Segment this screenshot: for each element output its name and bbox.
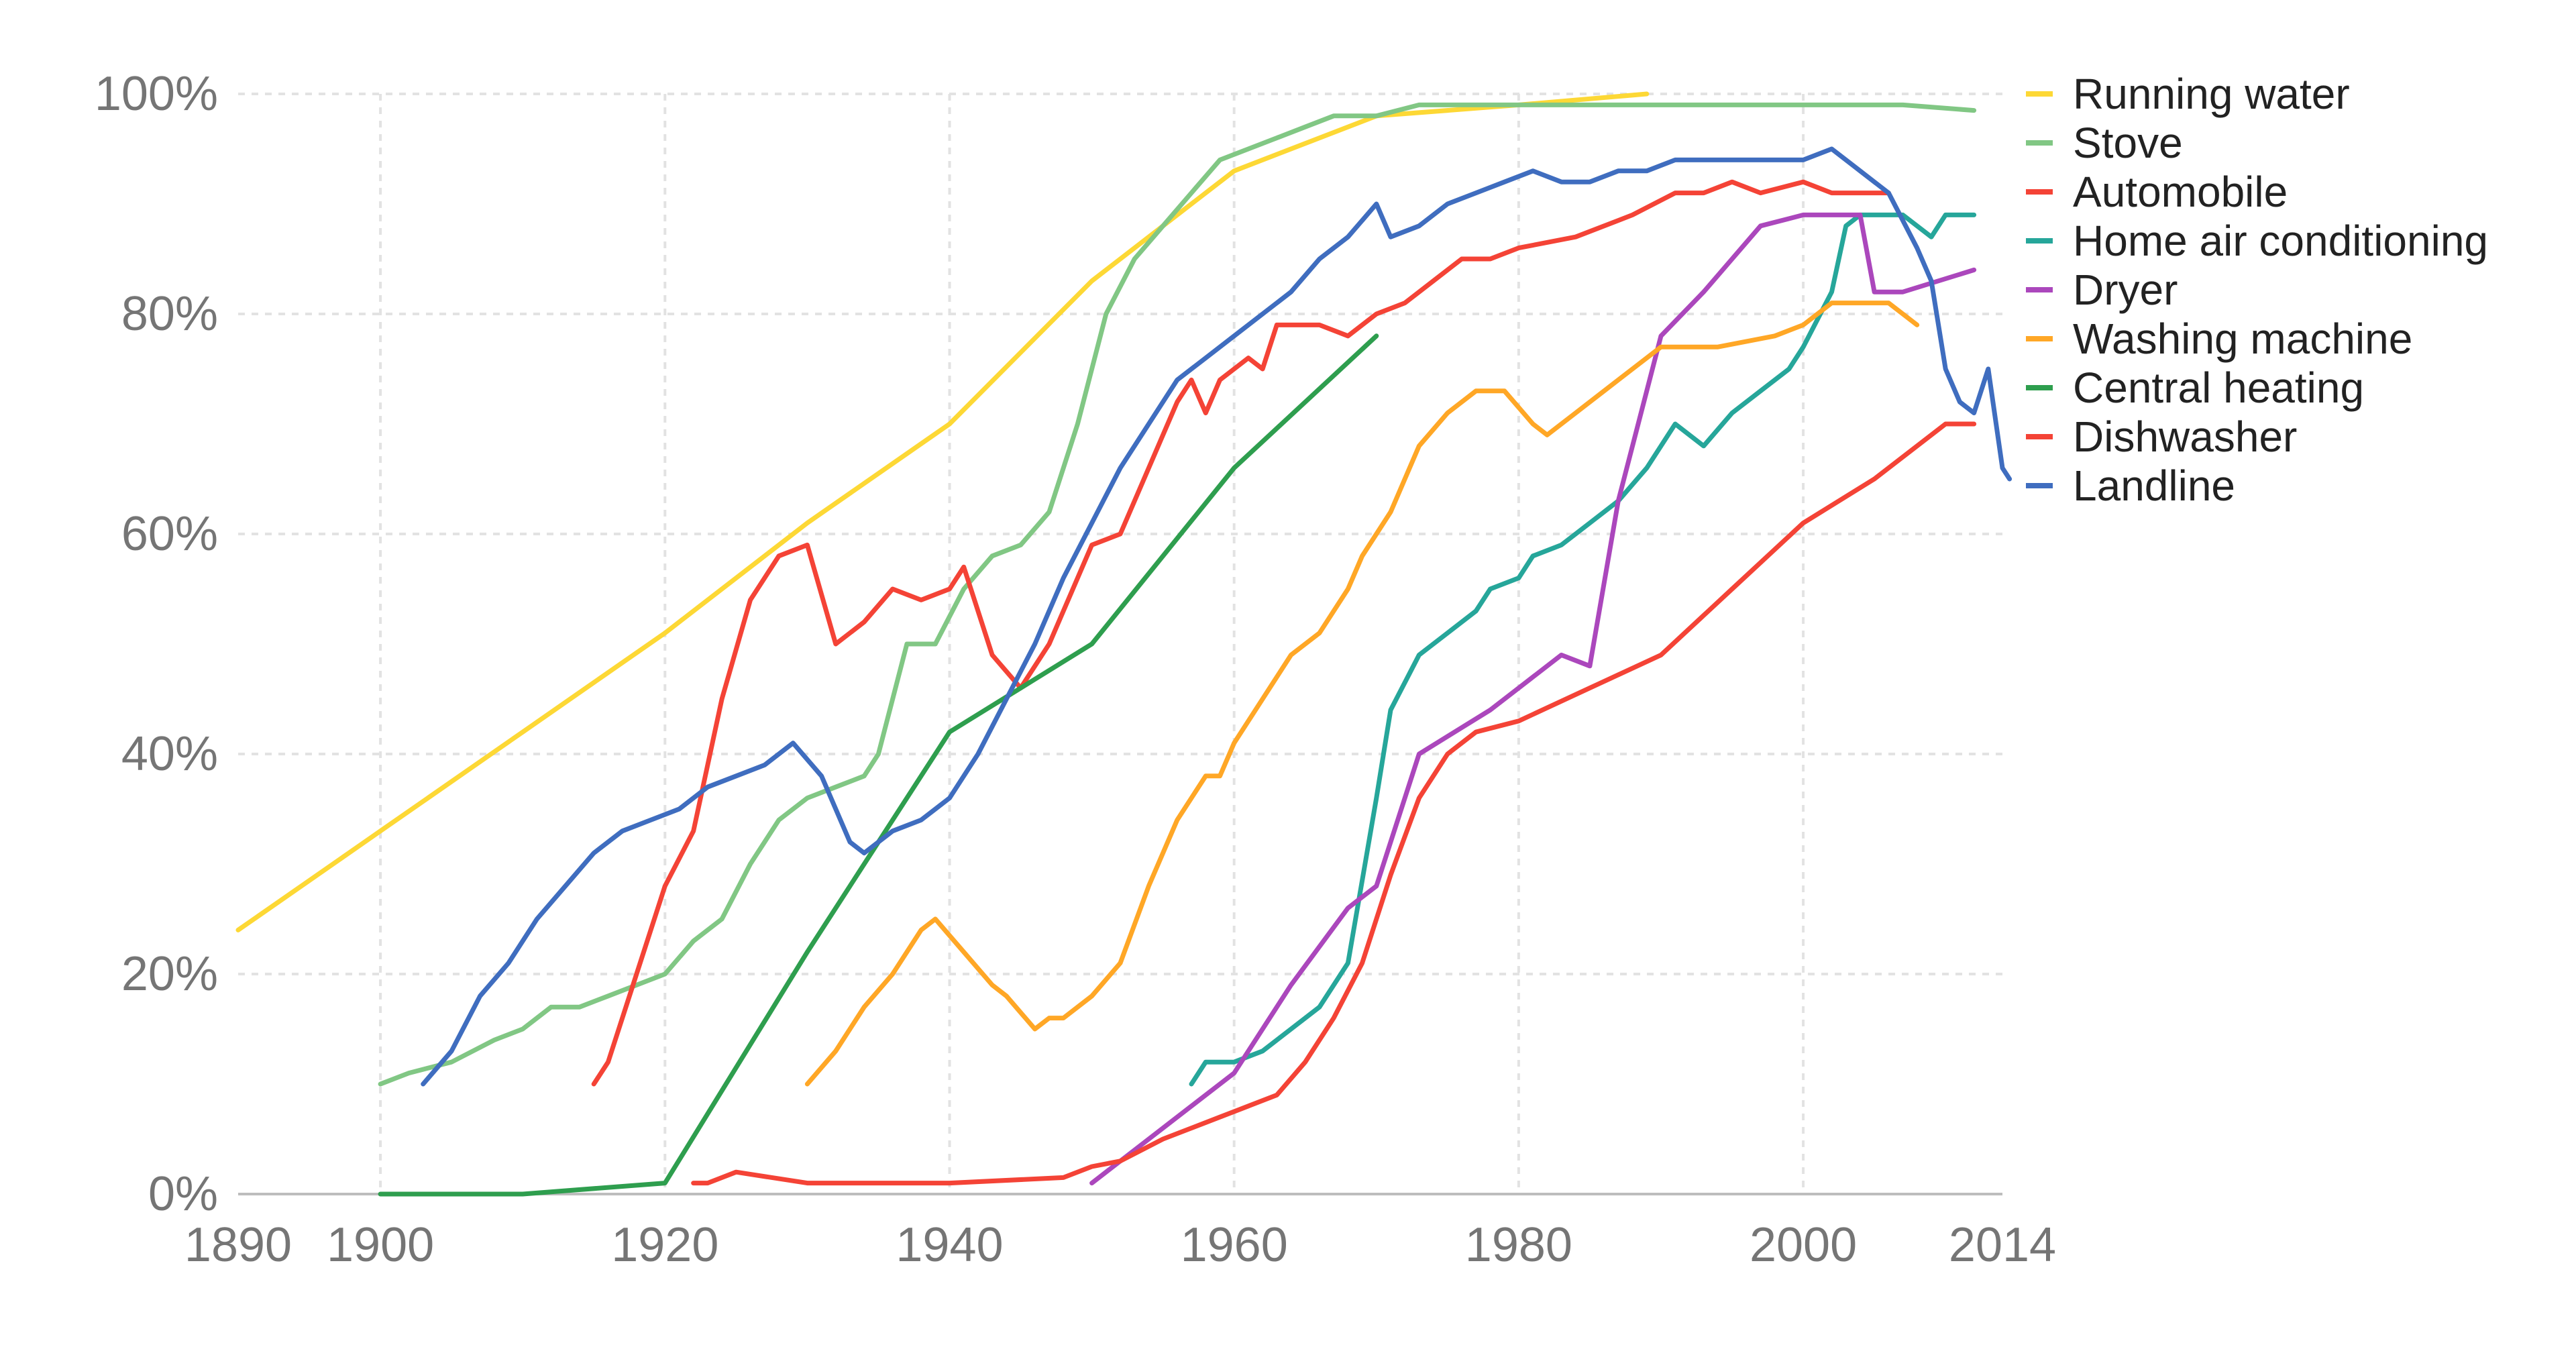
y-tick-label: 20%	[121, 947, 218, 1001]
x-tick-label: 1960	[1181, 1218, 1288, 1272]
series-line-home-air-conditioning	[1189, 212, 1977, 1087]
series-line-stove	[378, 102, 1977, 1087]
legend-label: Dishwasher	[2073, 413, 2297, 461]
y-tick-label: 60%	[121, 507, 218, 561]
x-tick-label: 1980	[1465, 1218, 1572, 1272]
series-line-dishwasher	[691, 421, 1977, 1186]
grid	[238, 93, 2002, 1194]
legend-item-central-heating[interactable]: Central heating	[2026, 364, 2364, 412]
x-tick-label: 1890	[184, 1218, 292, 1272]
series-line-dryer	[1089, 212, 1977, 1186]
series-line-running-water	[235, 91, 1650, 932]
y-tick-label: 100%	[95, 67, 218, 121]
legend-label: Central heating	[2073, 364, 2364, 412]
legend-label: Dryer	[2073, 266, 2178, 314]
series-lines	[235, 91, 2012, 1197]
y-tick-label: 40%	[121, 727, 218, 781]
y-tick-label: 80%	[121, 287, 218, 341]
legend-item-running-water[interactable]: Running water	[2026, 70, 2350, 118]
x-tick-label: 1900	[327, 1218, 434, 1272]
series-line-automobile	[591, 179, 1891, 1087]
legend-item-landline[interactable]: Landline	[2026, 462, 2235, 510]
legend-label: Landline	[2073, 462, 2235, 510]
series-line-landline	[421, 146, 2012, 1087]
legend-item-dishwasher[interactable]: Dishwasher	[2026, 413, 2297, 461]
x-tick-label: 2000	[1750, 1218, 1857, 1272]
legend-label: Home air conditioning	[2073, 217, 2488, 265]
series-line-washing-machine	[804, 301, 1920, 1087]
x-tick-label: 1920	[611, 1218, 718, 1272]
y-tick-label: 0%	[148, 1167, 218, 1221]
legend-label: Stove	[2073, 119, 2183, 167]
legend-item-stove[interactable]: Stove	[2026, 119, 2183, 167]
legend-label: Automobile	[2073, 168, 2288, 216]
legend-label: Washing machine	[2073, 315, 2412, 363]
legend-item-dryer[interactable]: Dryer	[2026, 266, 2178, 314]
legend-label: Running water	[2073, 70, 2350, 118]
legend-item-automobile[interactable]: Automobile	[2026, 168, 2288, 216]
legend-item-washing-machine[interactable]: Washing machine	[2026, 315, 2412, 363]
x-tick-label: 1940	[896, 1218, 1003, 1272]
x-tick-label: 2014	[1949, 1218, 2056, 1272]
axes: 0% 20% 40% 60% 80% 100% 1890 1900 1920 1940 1960 19…	[95, 67, 2056, 1272]
legend-item-home-air-conditioning[interactable]: Home air conditioning	[2026, 217, 2488, 265]
